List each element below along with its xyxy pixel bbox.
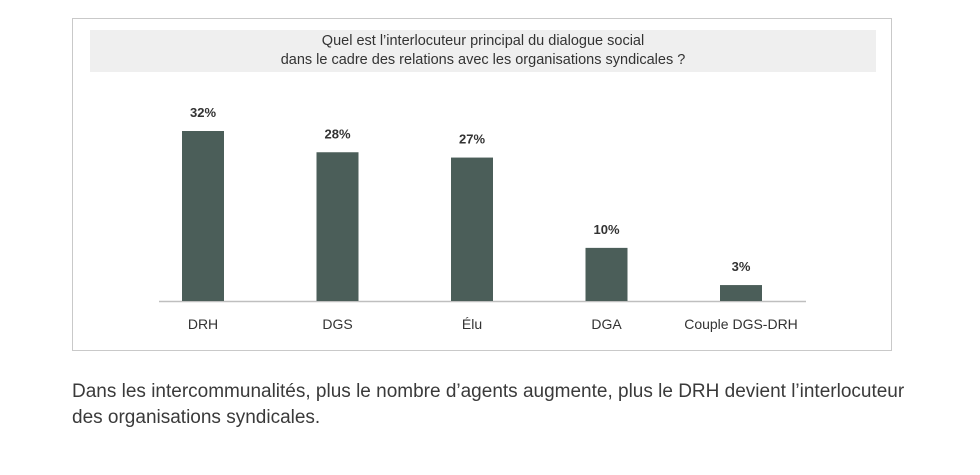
bar-value-label-1: 28% [324,126,350,141]
bar-value-label-2: 27% [459,132,485,147]
category-label-2: Élu [462,316,482,332]
bar-chart: 32% DRH 28% DGS 27% Élu 10% DGA 3% Couple DGS-DRH [159,105,806,332]
category-label-0: DRH [188,316,218,332]
bar-value-label-0: 32% [190,105,216,120]
chart-title: Quel est l’interlocuteur principal du di… [90,30,876,72]
chart-figure: Quel est l’interlocuteur principal du di… [72,18,892,351]
chart-caption: Dans les intercommunalités, plus le nomb… [72,381,905,428]
bar-value-label-3: 10% [593,222,619,237]
bar-3 [585,247,628,301]
bar-2 [451,157,493,301]
bar-4 [720,285,762,301]
bar-0 [182,131,224,301]
bar-1 [316,152,359,301]
category-label-3: DGA [591,316,622,332]
category-label-1: DGS [322,316,352,332]
chart-title-line-1: Quel est l’interlocuteur principal du di… [321,33,645,49]
category-label-4: Couple DGS-DRH [684,316,798,332]
bar-value-label-4: 3% [732,259,751,274]
chart-title-line-2: dans le cadre des relations avec les org… [280,52,686,68]
